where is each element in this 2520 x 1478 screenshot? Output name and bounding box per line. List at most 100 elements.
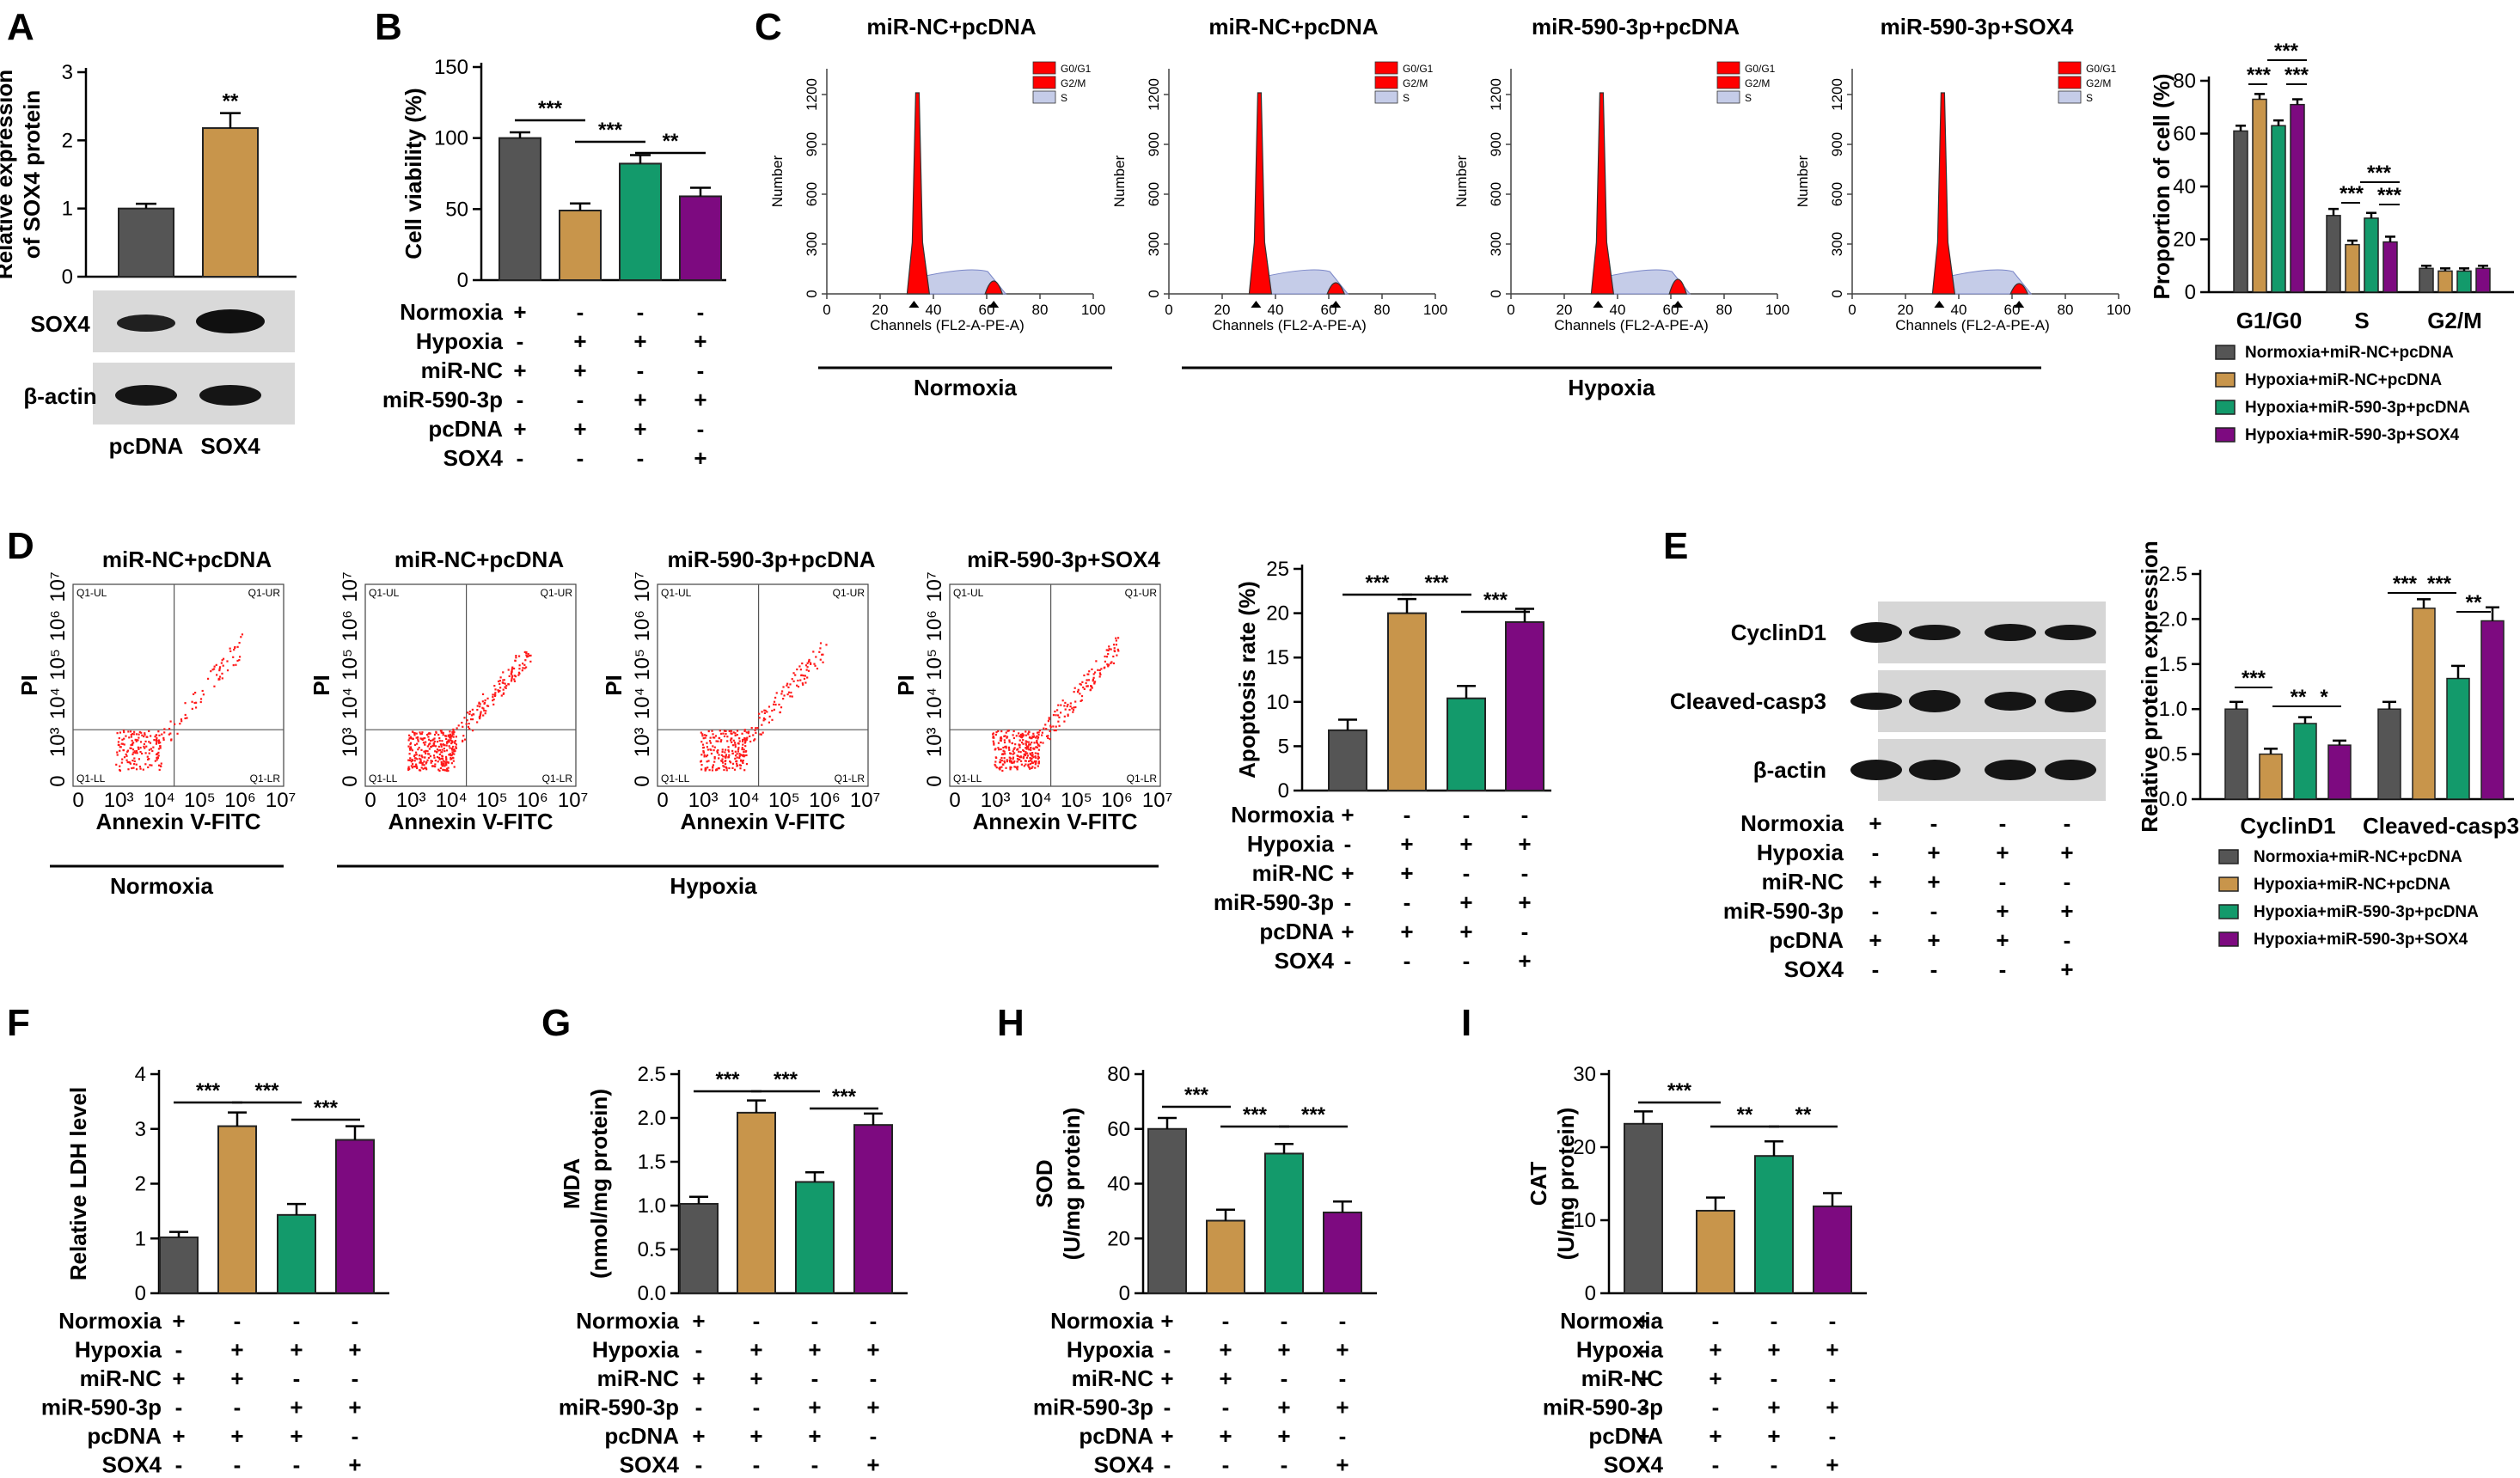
condition-sign: - (1222, 1395, 1230, 1420)
flow-dot (1116, 654, 1118, 657)
flow-dot (1013, 752, 1016, 754)
flow-quadrant-label: Q1-LR (835, 773, 865, 785)
flow-quadrant-label: Q1-LR (250, 773, 281, 785)
flow-dot (1059, 712, 1062, 714)
flow-dot (525, 666, 528, 669)
flow-dot (819, 647, 822, 650)
flow-dot (741, 740, 744, 742)
condition-sign: + (1826, 1337, 1838, 1363)
flow-dot (139, 741, 143, 743)
y-tick-label: 100 (434, 127, 468, 150)
flow-dot (1025, 753, 1027, 755)
flow-dot (157, 751, 160, 754)
flow-dot (728, 754, 731, 756)
flow-dot (517, 671, 521, 674)
flow-dot (430, 760, 432, 762)
flow-dot (132, 733, 134, 736)
flow-dot (701, 735, 704, 737)
flow-x-label: Annexin V-FITC (972, 809, 1137, 834)
flow-dot (1032, 736, 1035, 738)
significance-label: ** (663, 130, 679, 153)
flow-dot (720, 739, 723, 742)
flow-dot (1012, 736, 1016, 740)
flow-dot (466, 719, 468, 722)
y-axis-label: Cell viability (%) (401, 88, 426, 259)
flow-dot (712, 745, 714, 748)
flow-dot (1085, 681, 1087, 685)
flow-dot (469, 718, 473, 721)
condition-sign: - (1872, 956, 1880, 982)
flow-dot (1012, 734, 1014, 736)
y-axis-label: Relative protein expression (2137, 541, 2162, 833)
flow-dot (731, 741, 733, 744)
flow-dot (1079, 682, 1081, 686)
flow-dot (150, 764, 153, 766)
flow-dot (484, 699, 486, 702)
flow-dot (1006, 736, 1009, 738)
flow-dot (1012, 730, 1015, 733)
flow-dot (428, 732, 431, 735)
flow-dot (723, 730, 726, 732)
flow-dot (129, 762, 132, 765)
flow-dot (1108, 645, 1110, 648)
flow-dot (994, 765, 997, 767)
condition-sign: - (1339, 1308, 1347, 1334)
condition-sign: + (633, 416, 646, 442)
flow-dot (1022, 739, 1025, 742)
flow-dot (1055, 709, 1059, 712)
flow-dot (499, 687, 502, 689)
flow-dot (501, 681, 504, 684)
condition-sign: - (1463, 860, 1471, 886)
y-tick-label: 2 (62, 129, 73, 152)
flow-dot (511, 670, 513, 673)
condition-row-label: Normoxia (400, 299, 503, 325)
histogram-legend-swatch (1032, 76, 1056, 89)
flow-dot (1107, 649, 1110, 652)
flow-dot (505, 687, 507, 689)
histogram-x-tick-label: 0 (1165, 302, 1172, 318)
condition-row-label: Hypoxia (592, 1337, 680, 1363)
flow-dot (1031, 766, 1033, 770)
flow-dot (116, 754, 119, 756)
flow-dot (1061, 699, 1064, 702)
flow-dot (432, 754, 436, 757)
flow-y-tick-label: 10⁶ (631, 610, 654, 642)
flow-dot (1108, 648, 1110, 650)
flow-dot (761, 711, 763, 713)
flow-dot (1088, 670, 1091, 673)
legend-label: Hypoxia+miR-590-3p+pcDNA (2254, 903, 2479, 921)
flow-x-tick-label: 10⁵ (184, 789, 216, 812)
y-tick-label: 1 (135, 1227, 146, 1250)
flow-dot (116, 732, 119, 735)
bar (2437, 270, 2453, 293)
flow-dot (427, 753, 430, 755)
flow-dot (127, 730, 130, 733)
flow-dot (1103, 667, 1105, 669)
condition-sign: - (234, 1452, 242, 1478)
flow-dot (1012, 750, 1014, 753)
y-tick-label: 20 (2173, 229, 2196, 252)
flow-dot (1041, 731, 1043, 734)
condition-row-label: pcDNA (1588, 1423, 1663, 1449)
flow-dot (425, 768, 428, 771)
flow-quadrant-label: Q1-UL (369, 587, 400, 599)
flow-dot (1106, 663, 1109, 666)
condition-sign: + (1996, 927, 2009, 953)
flow-dot (518, 668, 521, 670)
flow-y-tick-label: 10⁵ (631, 649, 654, 681)
flow-dot (1031, 766, 1034, 768)
flow-dot (456, 727, 458, 730)
flow-dot (712, 764, 715, 766)
significance-label: *** (832, 1085, 857, 1108)
flow-dot (442, 768, 444, 771)
y-tick-label: 2.5 (638, 1063, 666, 1086)
flow-dot (1003, 739, 1006, 742)
flow-dot (802, 683, 804, 686)
flow-dot (236, 659, 239, 663)
flow-dot (432, 738, 435, 741)
significance-label: * (2320, 686, 2328, 709)
flow-dot (792, 680, 795, 682)
flow-dot (125, 754, 128, 757)
flow-dot (1022, 748, 1025, 752)
flow-dot (1067, 713, 1069, 716)
